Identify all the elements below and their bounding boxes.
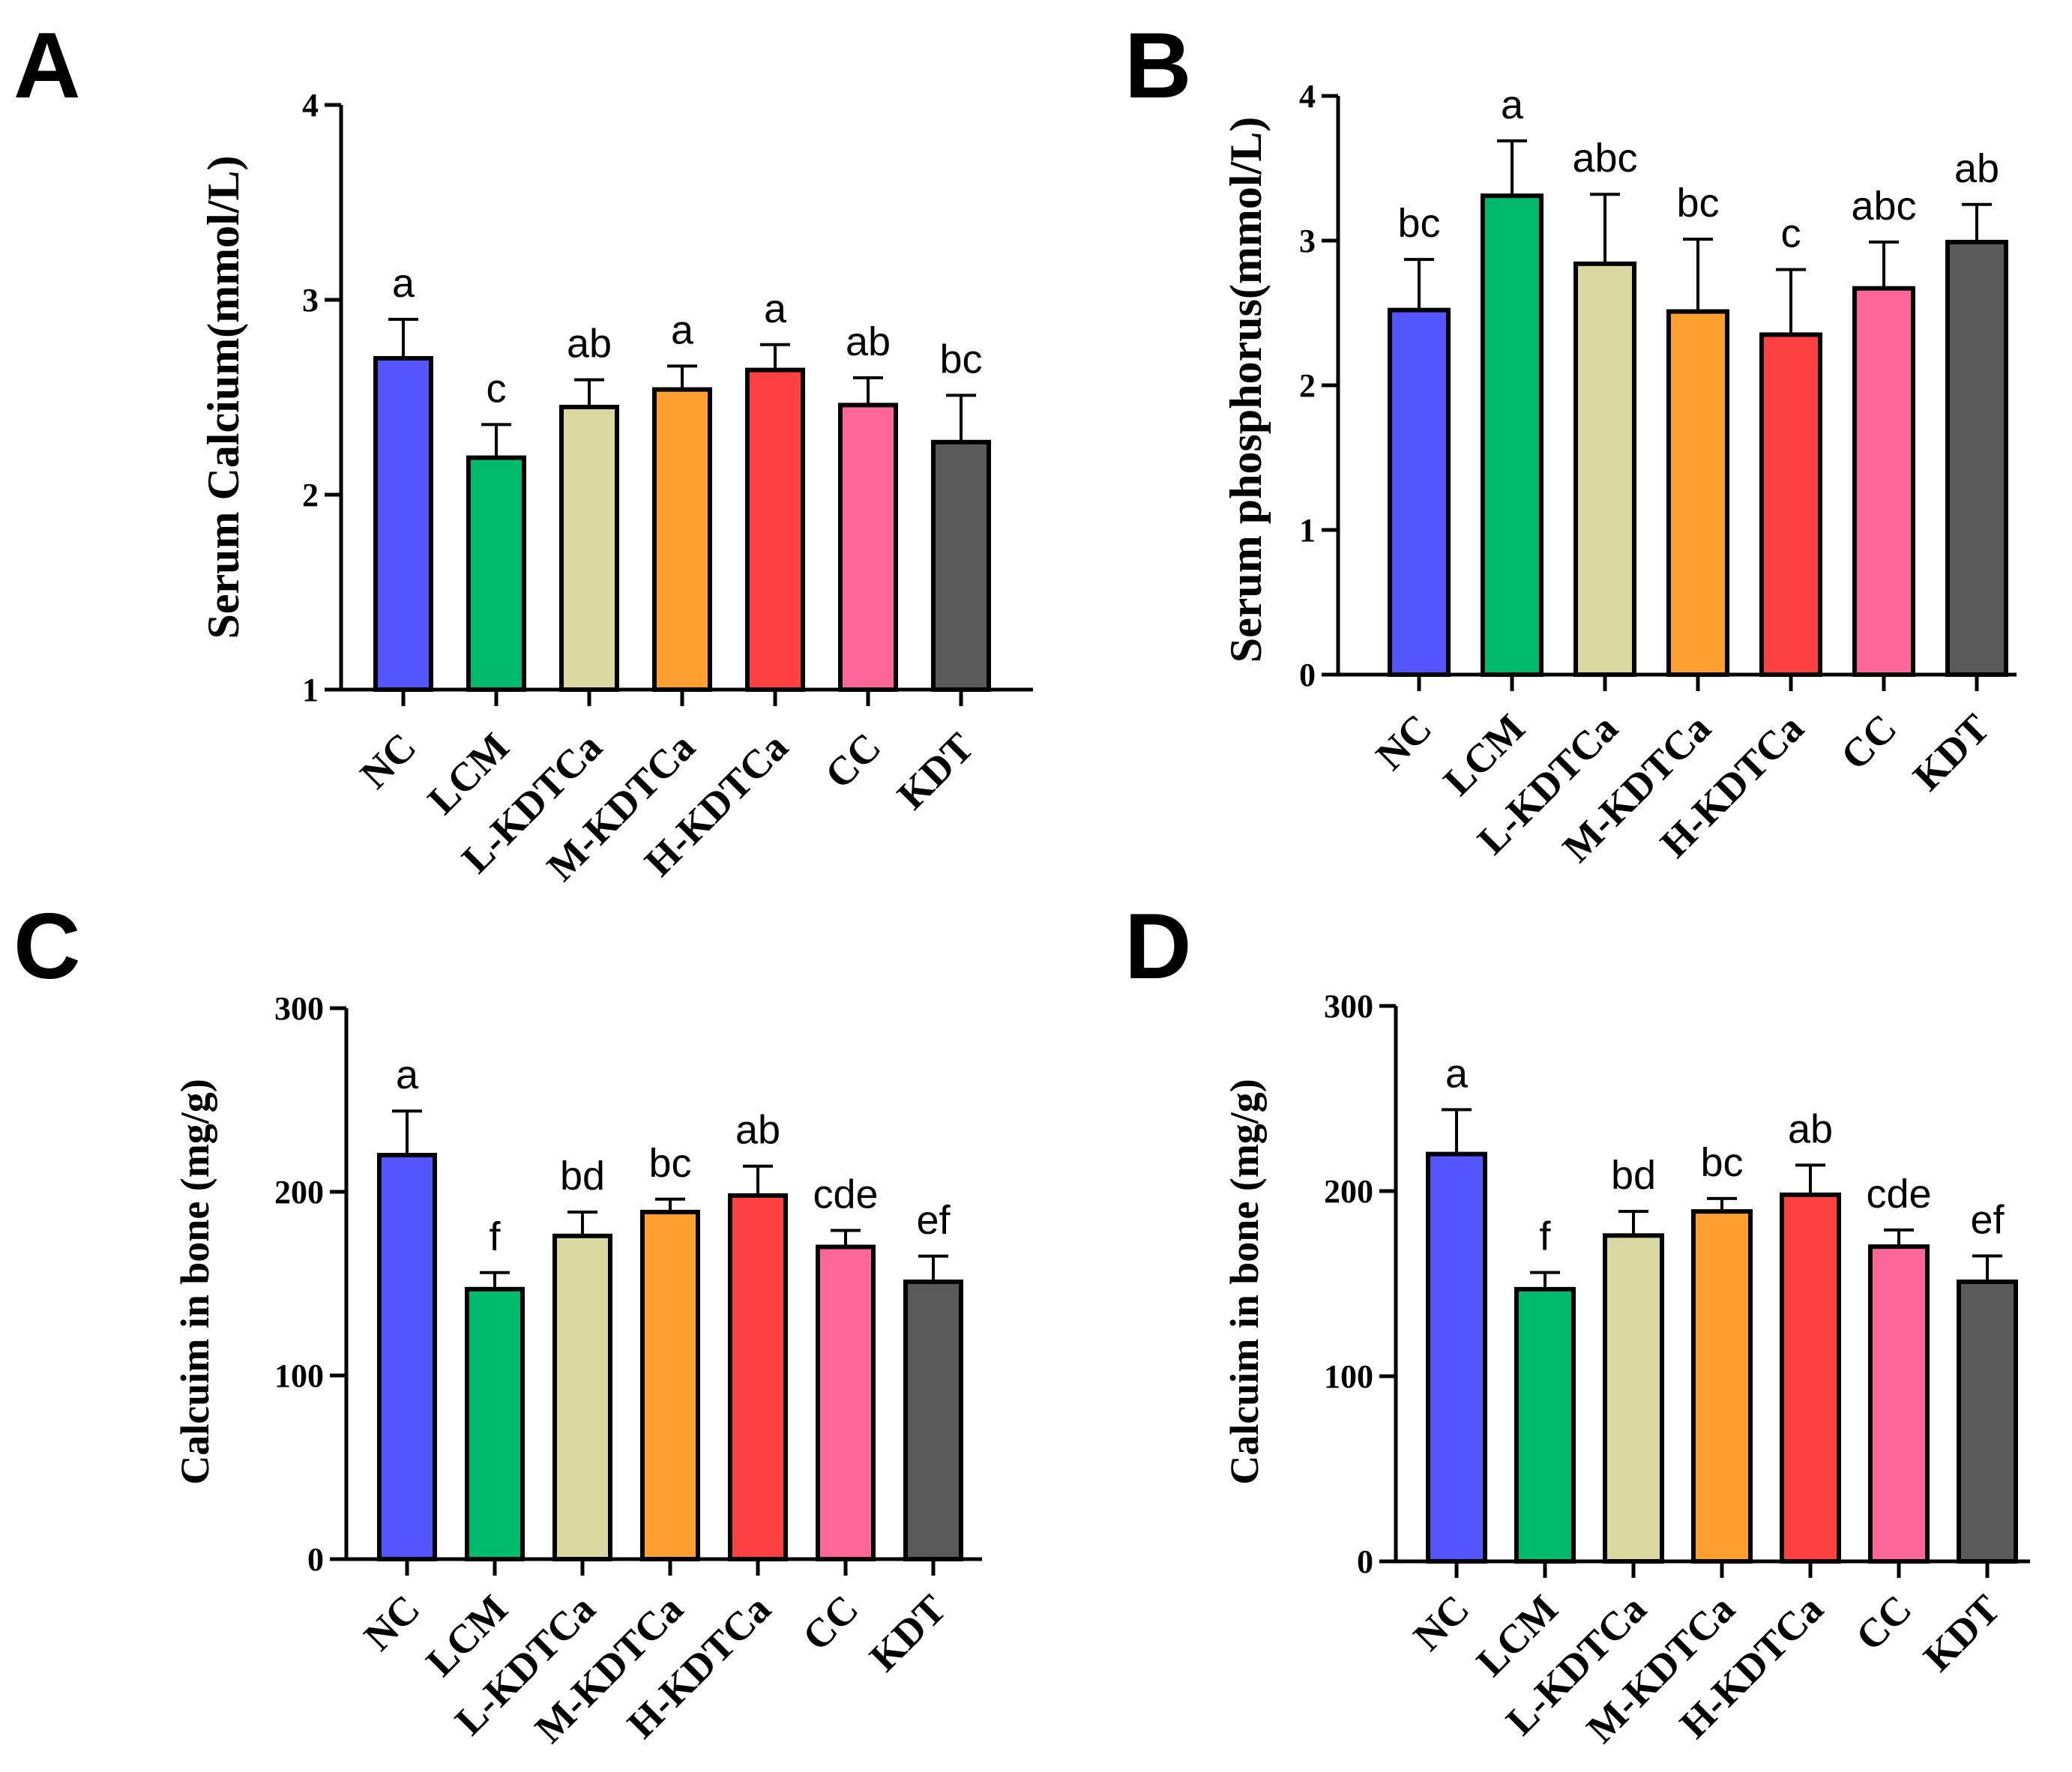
significance-label: ab <box>567 322 612 367</box>
panel-letter: D <box>1124 895 1192 998</box>
bar-l-kdtca <box>1573 261 1636 677</box>
x-tick-label: KDT <box>861 1586 954 1680</box>
bar-h-kdtca <box>745 367 805 692</box>
y-tick-label: 4 <box>1299 78 1316 115</box>
significance-label: bc <box>648 1141 691 1186</box>
y-tick-label: 0 <box>1357 1543 1373 1580</box>
significance-label: a <box>1445 1051 1469 1096</box>
significance-label: c <box>1781 211 1801 256</box>
x-tick-label: NC <box>1367 705 1441 779</box>
bar-nc <box>377 1153 437 1561</box>
x-tick-label: CC <box>816 724 890 798</box>
x-tick-label: CC <box>794 1586 867 1660</box>
y-tick-label: 2 <box>1299 367 1316 404</box>
significance-label: ab <box>735 1108 780 1153</box>
bar-cc <box>816 1244 876 1561</box>
x-tick-label: KDT <box>888 724 982 818</box>
y-tick-label: 300 <box>274 990 324 1027</box>
y-tick-label: 0 <box>1299 657 1316 693</box>
bar-m-kdtca <box>1691 1209 1753 1564</box>
panel-letter: B <box>1124 14 1192 118</box>
bar-kdt <box>1957 1280 2018 1564</box>
bar-m-kdtca <box>652 387 712 692</box>
significance-label: a <box>764 286 787 331</box>
y-tick-label: 300 <box>1324 988 1373 1025</box>
bar-m-kdtca <box>1666 309 1729 677</box>
bar-lcm <box>466 455 526 692</box>
significance-label: bd <box>560 1154 605 1199</box>
significance-label: ab <box>1954 146 1999 191</box>
panel-letter: A <box>13 14 81 118</box>
x-tick-label: CC <box>1847 1586 1921 1660</box>
bar-cc <box>1868 1244 1930 1564</box>
significance-label: c <box>487 366 507 411</box>
bar-l-kdtca <box>1603 1233 1664 1564</box>
y-tick-label: 100 <box>1324 1358 1373 1395</box>
y-tick-label: 1 <box>302 672 319 708</box>
bar-nc <box>1426 1151 1487 1564</box>
bar-kdt <box>903 1280 963 1562</box>
bar-lcm <box>1481 193 1544 678</box>
y-tick-label: 3 <box>1299 223 1316 259</box>
bar-lcm <box>465 1286 525 1561</box>
significance-label: bc <box>1397 201 1440 246</box>
y-tick-label: 4 <box>302 87 319 124</box>
significance-label: abc <box>1572 136 1637 181</box>
y-tick-label: 3 <box>302 282 319 319</box>
y-axis-label: Serum phosphorus(mmol/L) <box>1221 117 1271 663</box>
y-tick-label: 2 <box>302 477 319 513</box>
x-tick-label: NC <box>352 724 425 798</box>
significance-label: f <box>1539 1214 1551 1259</box>
bar-h-kdtca <box>728 1193 788 1562</box>
bar-h-kdtca <box>1780 1192 1841 1564</box>
y-axis-label: Calcuim in bone (mg/g) <box>1222 1079 1267 1485</box>
significance-label: a <box>1501 82 1524 127</box>
significance-label: abc <box>1851 184 1916 229</box>
significance-label: cde <box>1866 1172 1931 1217</box>
y-tick-label: 1 <box>1299 512 1316 549</box>
x-tick-label: CC <box>1832 705 1906 779</box>
x-tick-label: NC <box>1405 1586 1478 1660</box>
y-tick-label: 200 <box>1324 1173 1373 1210</box>
bar-l-kdtca <box>559 405 619 692</box>
bar-kdt <box>931 439 991 692</box>
y-axis-label: Calcuim in bone (mg/g) <box>172 1079 217 1485</box>
x-tick-label: NC <box>355 1586 429 1660</box>
significance-label: ab <box>1788 1106 1833 1151</box>
significance-label: ef <box>1970 1197 2005 1242</box>
significance-label: bc <box>939 337 982 382</box>
significance-label: a <box>392 261 415 306</box>
panel-letter: C <box>13 895 81 998</box>
bar-nc <box>1388 307 1451 677</box>
y-tick-label: 0 <box>307 1541 324 1578</box>
bar-m-kdtca <box>640 1209 700 1561</box>
x-tick-label: KDT <box>1904 705 1998 799</box>
significance-label: ef <box>916 1198 951 1243</box>
y-tick-label: 200 <box>274 1174 324 1211</box>
significance-label: f <box>489 1214 501 1259</box>
bar-nc <box>373 356 433 692</box>
significance-label: bc <box>1676 181 1719 226</box>
significance-label: bc <box>1700 1140 1743 1185</box>
y-axis-label: Serum Calcium(mmol/L) <box>199 156 248 639</box>
bar-cc <box>1852 286 1915 677</box>
significance-label: cde <box>813 1172 878 1217</box>
significance-label: bd <box>1611 1153 1656 1198</box>
significance-label: a <box>671 307 694 352</box>
bar-cc <box>838 403 898 693</box>
significance-label: ab <box>846 319 891 364</box>
significance-label: a <box>396 1052 419 1097</box>
bar-kdt <box>1945 239 2008 677</box>
bar-h-kdtca <box>1759 332 1822 677</box>
bar-l-kdtca <box>552 1233 612 1562</box>
bar-lcm <box>1514 1286 1576 1564</box>
x-tick-label: KDT <box>1915 1586 2008 1680</box>
y-tick-label: 100 <box>274 1357 324 1394</box>
